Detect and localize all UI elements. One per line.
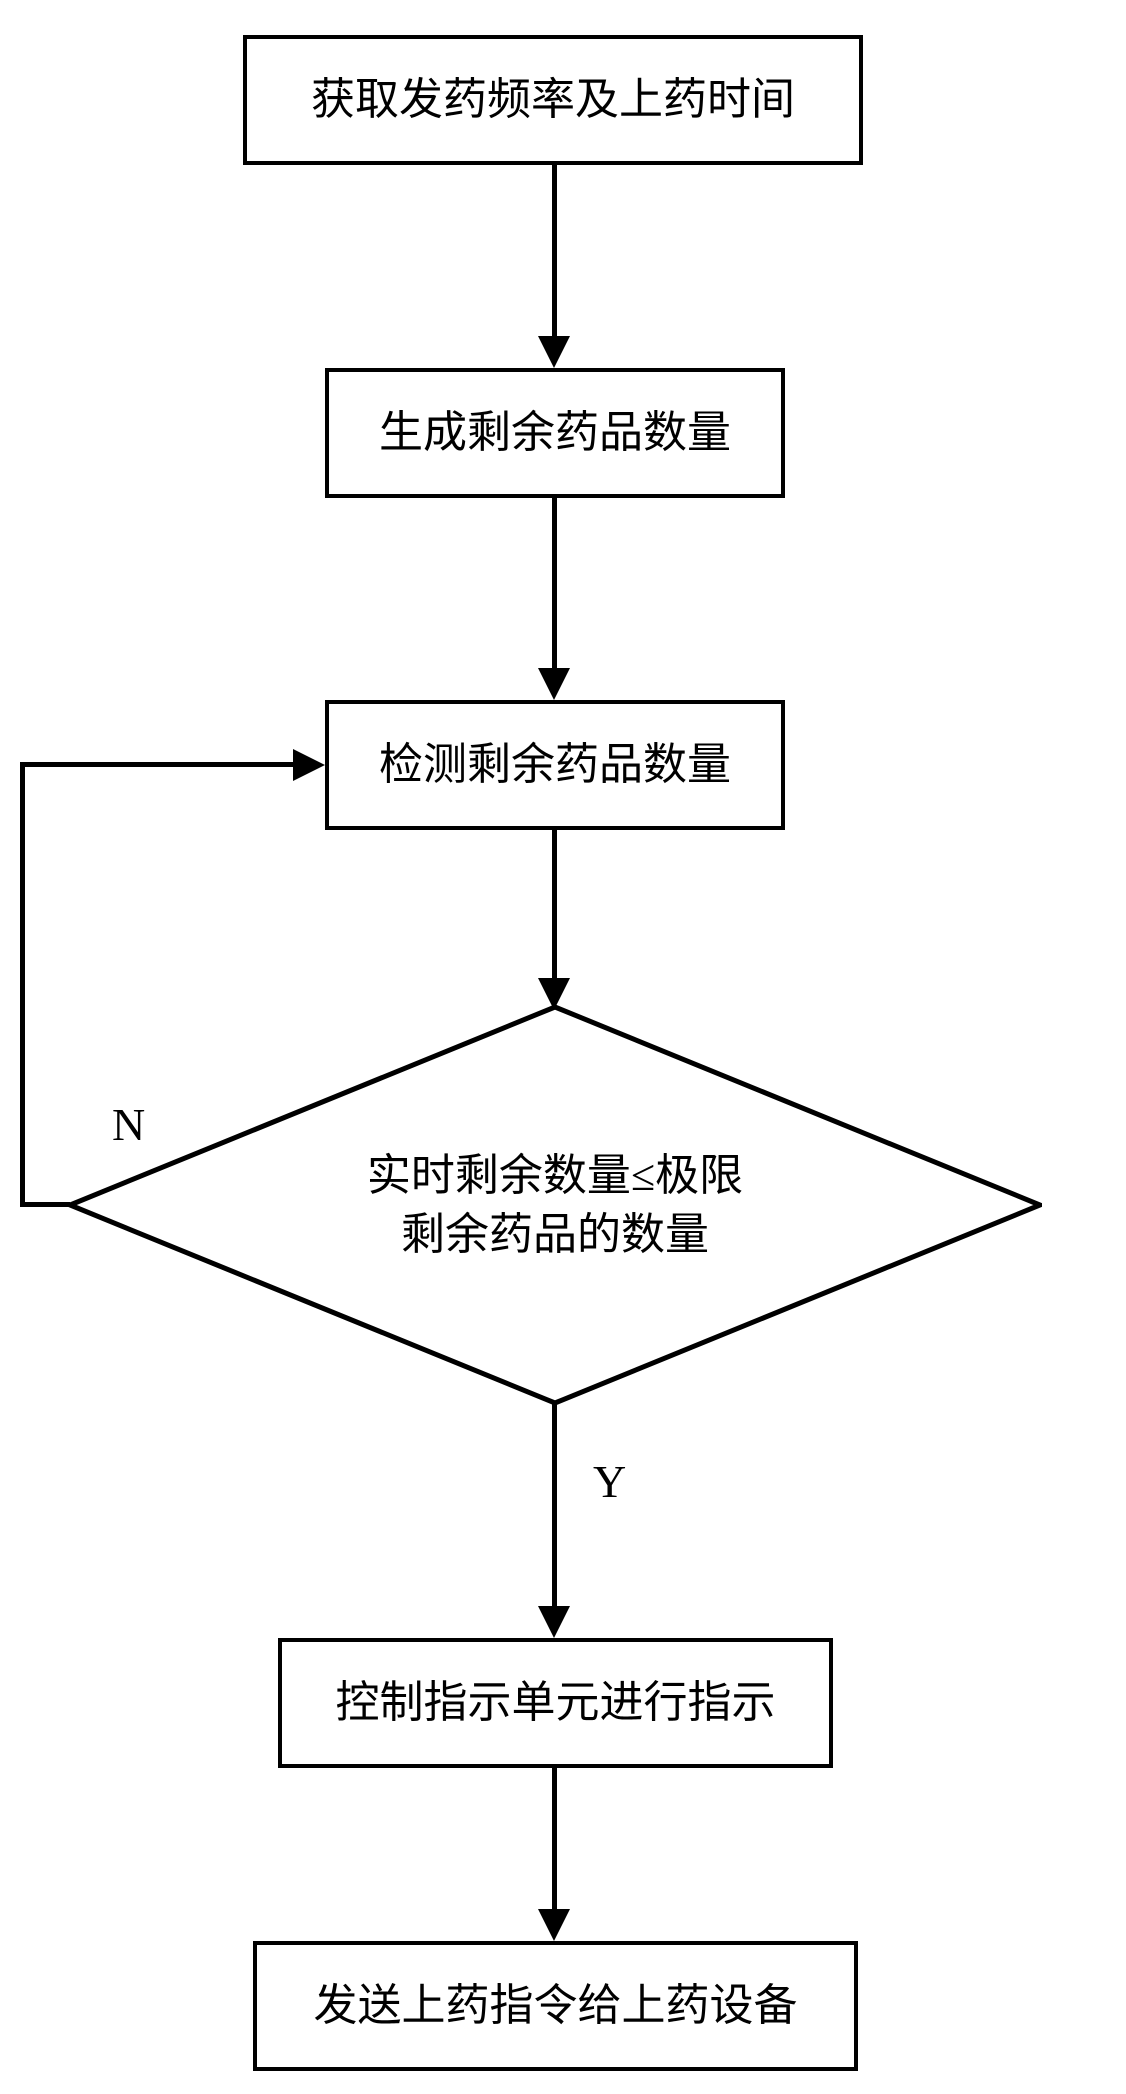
edge-label-yes: Y bbox=[593, 1455, 626, 1508]
process-box-indicate: 控制指示单元进行指示 bbox=[278, 1638, 833, 1768]
arrow-line-loopback-v bbox=[20, 762, 25, 1207]
flowchart-container: 获取发药频率及上药时间 生成剩余药品数量 检测剩余药品数量 实时剩余数量≤极限 … bbox=[0, 0, 1126, 2094]
node-label: 发送上药指令给上药设备 bbox=[314, 1977, 798, 2034]
decision-box-compare: 实时剩余数量≤极限 剩余药品的数量 bbox=[68, 1005, 1042, 1405]
arrow-head bbox=[538, 668, 570, 700]
arrow-line bbox=[552, 830, 557, 978]
process-box-generate: 生成剩余药品数量 bbox=[325, 368, 785, 498]
arrow-line bbox=[552, 498, 557, 668]
arrow-head bbox=[538, 336, 570, 368]
arrow-line bbox=[552, 165, 557, 336]
process-box-detect: 检测剩余药品数量 bbox=[325, 700, 785, 830]
node-label: 生成剩余药品数量 bbox=[379, 404, 731, 461]
node-label: 获取发药频率及上药时间 bbox=[311, 71, 795, 128]
arrow-line-loopback-h1 bbox=[20, 1202, 70, 1207]
arrow-head-loopback bbox=[293, 749, 325, 781]
process-box-send: 发送上药指令给上药设备 bbox=[253, 1941, 858, 2071]
decision-text: 实时剩余数量≤极限 剩余药品的数量 bbox=[68, 1005, 1042, 1405]
arrow-line bbox=[552, 1768, 557, 1909]
arrow-head bbox=[538, 1606, 570, 1638]
decision-label-line2: 剩余药品的数量 bbox=[401, 1210, 709, 1259]
arrow-head bbox=[538, 1909, 570, 1941]
arrow-line bbox=[552, 1403, 557, 1606]
node-label: 控制指示单元进行指示 bbox=[336, 1674, 776, 1731]
process-box-acquire: 获取发药频率及上药时间 bbox=[243, 35, 863, 165]
node-label: 检测剩余药品数量 bbox=[379, 736, 731, 793]
arrow-line-loopback-h2 bbox=[20, 762, 293, 767]
decision-label-line1: 实时剩余数量≤极限 bbox=[367, 1151, 743, 1200]
edge-label-no: N bbox=[112, 1098, 145, 1151]
